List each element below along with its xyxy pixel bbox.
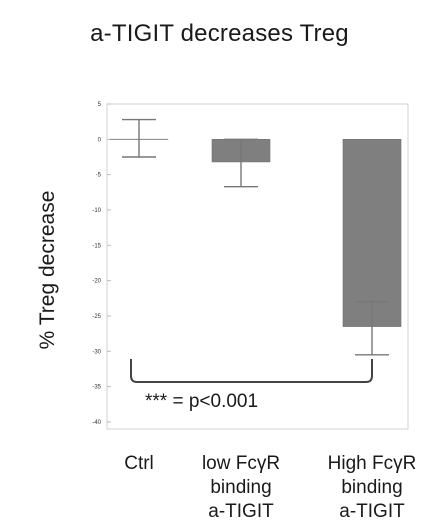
x-category-label-line: a-TIGIT [208,501,274,522]
x-category-label-line: Ctrl [124,453,154,474]
y-tick-label: -5 [96,173,102,179]
x-category-label: Ctrl [79,452,199,476]
y-tick-label: -30 [92,349,101,355]
y-tick-label: -20 [92,279,101,285]
plot-frame [106,103,409,430]
bar [342,139,402,327]
y-tick-label: -40 [92,420,101,426]
error-bars-group [122,118,389,356]
y-tick-label: -35 [92,385,101,391]
y-tick-label: -10 [92,208,101,214]
x-category-label-line: a-TIGIT [339,501,405,522]
x-category-label-line: low FcγR [201,453,281,474]
x-category-label-line: binding [210,477,272,498]
y-tick-label: -15 [92,243,101,249]
y-tick-label: 5 [98,102,102,108]
y-tick-label: -25 [92,314,101,320]
significance-bracket [130,359,373,383]
x-category-label: High FcγR binding a-TIGIT [312,452,432,524]
bars-group [109,138,402,327]
chart-title: a-TIGIT decreases Treg [90,20,349,47]
significance-annotation: *** = p<0.001 [145,391,259,412]
x-category-label-line: binding [341,477,403,498]
axes-group: 5 0 -5 -10 -15 -20 -25 -30 -35 -40 [92,102,409,430]
x-category-label-line: High FcγR [327,453,417,474]
x-category-label: low FcγR binding a-TIGIT [181,452,301,524]
y-tick-label: 0 [98,137,102,143]
annotation-group [130,359,373,383]
